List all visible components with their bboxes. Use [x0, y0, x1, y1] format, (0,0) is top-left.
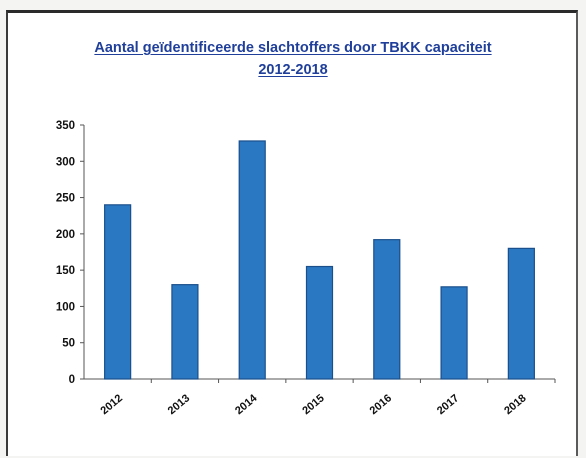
x-tick-label-2015: 2015	[300, 392, 326, 417]
bar-2018	[507, 247, 535, 380]
x-tick-label-2017: 2017	[435, 392, 461, 417]
y-tick-labels: 0 50 100 150 200 250 300 350	[56, 120, 75, 386]
bar-2013	[171, 284, 199, 380]
y-tick-label: 350	[56, 120, 75, 132]
bar-2015	[305, 265, 334, 380]
y-tick-label: 250	[56, 193, 75, 205]
y-tick-label: 300	[56, 156, 75, 168]
x-tick-label-2014: 2014	[233, 392, 260, 417]
bar-2014	[238, 140, 266, 380]
bar-2017	[440, 286, 468, 380]
bar-2016	[373, 239, 401, 380]
x-tick-labels: 2012 2013 2014 2015 2016 2017 2018	[98, 392, 528, 417]
y-tick-label: 200	[56, 229, 75, 241]
x-tick-label-2013: 2013	[166, 392, 192, 417]
chart-title: Aantal geïdentificeerde slachtoffers doo…	[94, 40, 492, 56]
y-tick-label: 50	[62, 338, 75, 350]
x-tick-label-2016: 2016	[368, 392, 394, 417]
chart-subtitle: 2012-2018	[258, 62, 328, 78]
x-tick-label-2012: 2012	[98, 392, 124, 417]
bar-2012	[104, 204, 132, 380]
chart-frame	[6, 10, 578, 456]
y-tick-label: 0	[69, 374, 75, 386]
y-tick-label: 150	[56, 265, 75, 277]
bars	[104, 140, 535, 380]
x-tick-label-2018: 2018	[502, 392, 528, 417]
y-tick-label: 100	[56, 301, 75, 313]
